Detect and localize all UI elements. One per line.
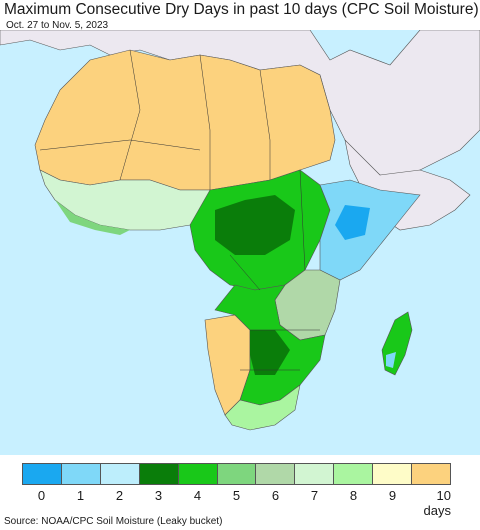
source-note: Source: NOAA/CPC Soil Moisture (Leaky bu… — [4, 516, 223, 527]
legend-label: 2 — [115, 488, 124, 503]
horn-deep — [335, 205, 370, 240]
legend-label: 7 — [310, 488, 319, 503]
southern-africa-dark — [250, 330, 290, 375]
legend-swatch — [295, 464, 335, 484]
legend-label: 6 — [271, 488, 280, 503]
legend-swatch — [412, 464, 450, 484]
legend-labels: 0 1 2 3 4 5 6 7 8 9 10 days — [22, 488, 451, 518]
map-title: Maximum Consecutive Dry Days in past 10 … — [4, 1, 479, 18]
legend-swatch — [23, 464, 62, 484]
north-africa-dry — [34, 49, 336, 191]
legend-label: 10 days — [423, 488, 451, 518]
legend-label: 3 — [154, 488, 163, 503]
country-borders — [39, 49, 320, 371]
legend-swatch — [178, 464, 218, 484]
legend-label: 5 — [232, 488, 241, 503]
legend-label: 1 — [76, 488, 85, 503]
map-area — [0, 30, 480, 455]
legend-label: 4 — [193, 488, 202, 503]
legend-swatch — [217, 464, 257, 484]
legend-swatch — [100, 464, 140, 484]
madagascar-blue — [386, 352, 396, 368]
west-africa-green — [55, 200, 130, 235]
legend-swatch — [334, 464, 374, 484]
legend-label: 9 — [388, 488, 397, 503]
legend-colorbar — [22, 463, 451, 485]
legend-swatch — [61, 464, 101, 484]
legend-swatch — [256, 464, 296, 484]
central-africa-core — [215, 195, 295, 255]
date-range: Oct. 27 to Nov. 5, 2023 — [6, 20, 109, 31]
africa-map — [0, 30, 480, 455]
legend-swatch — [139, 464, 179, 484]
south-africa-tip — [224, 384, 301, 431]
legend-swatch — [373, 464, 413, 484]
legend-label: 8 — [349, 488, 358, 503]
legend-label: 0 — [37, 488, 46, 503]
